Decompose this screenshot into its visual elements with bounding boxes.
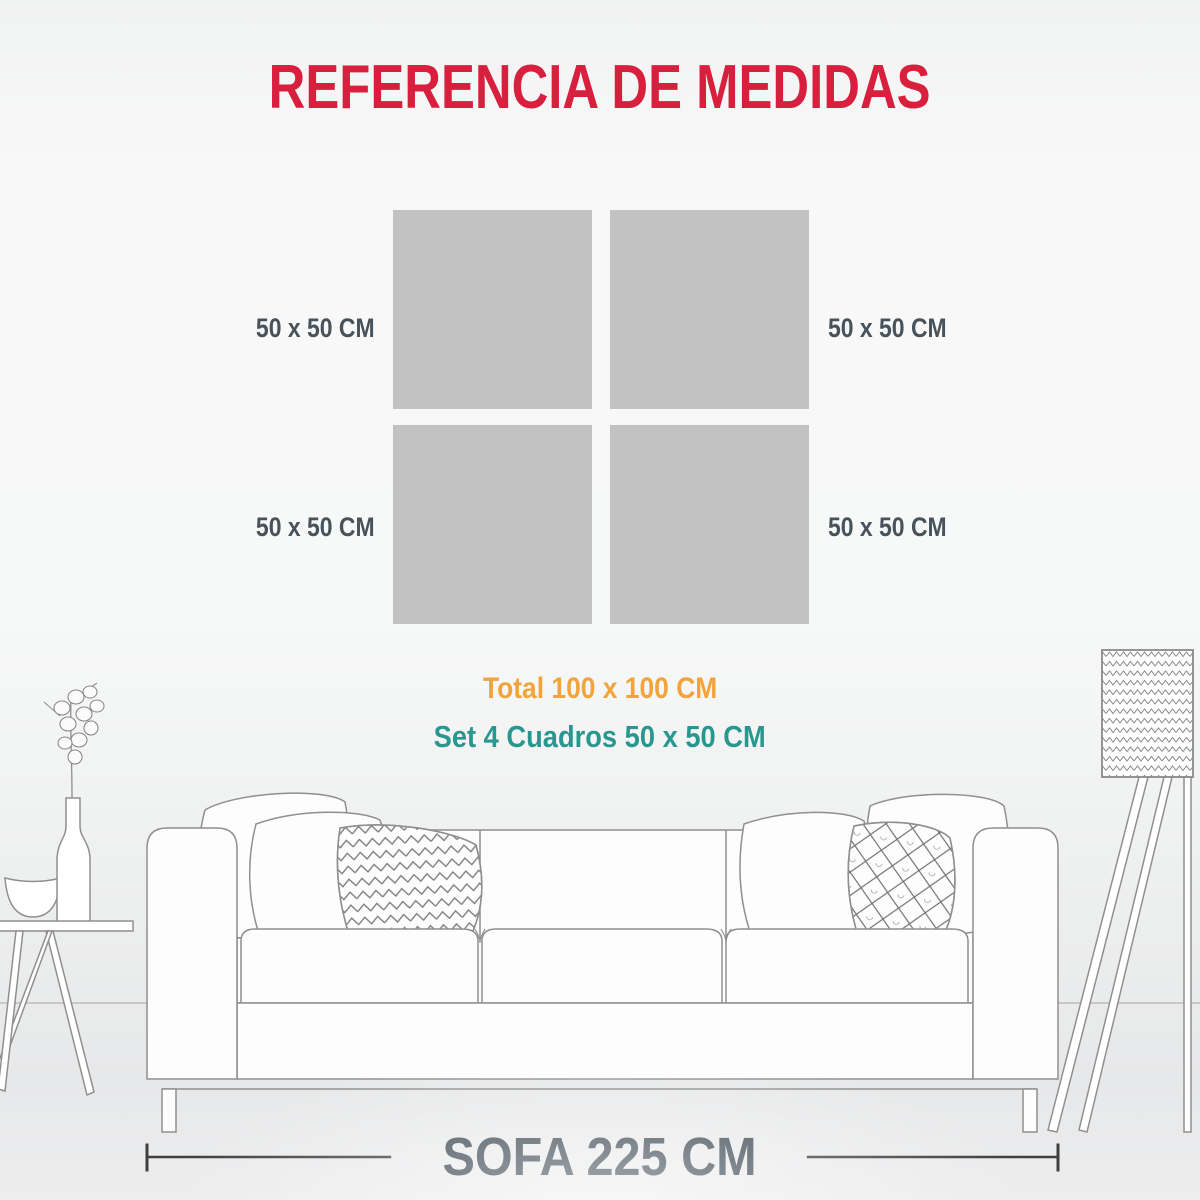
side-table-icon [0, 682, 134, 1097]
room-line-art [0, 649, 1200, 1172]
pillow-chevron-icon [336, 824, 483, 939]
canvas-panel-bottom-left [393, 425, 592, 624]
pillow-diamond-icon [847, 821, 956, 936]
panel-size-label-top-right: 50 x 50 CM [828, 313, 947, 343]
panel-size-label-bottom-left: 50 x 50 CM [256, 512, 375, 542]
page-title-text: REFERENCIA DE MEDIDAS [269, 53, 931, 122]
floor-lamp-icon [1047, 649, 1194, 1133]
measurement-ruler-icon [145, 1143, 1060, 1172]
canvas-panel-bottom-right [610, 425, 809, 624]
sofa-line-drawing-icon [146, 792, 1059, 1133]
panel-size-label-bottom-right: 50 x 50 CM [828, 512, 947, 542]
vase-with-branch-icon [43, 682, 105, 799]
set-description-text: Set 4 Cuadros 50 x 50 CM [433, 719, 767, 754]
total-size-text: Total 100 x 100 CM [482, 672, 718, 705]
vase-body [56, 797, 91, 931]
canvas-panel-top-right [610, 210, 809, 409]
page-title: REFERENCIA DE MEDIDAS [0, 52, 1200, 123]
sofa-width-label: SOFA 225 CM [442, 1127, 758, 1187]
canvas-panel-top-left [393, 210, 592, 409]
panel-size-label-top-left: 50 x 50 CM [256, 313, 375, 343]
bowl-icon [4, 877, 62, 918]
